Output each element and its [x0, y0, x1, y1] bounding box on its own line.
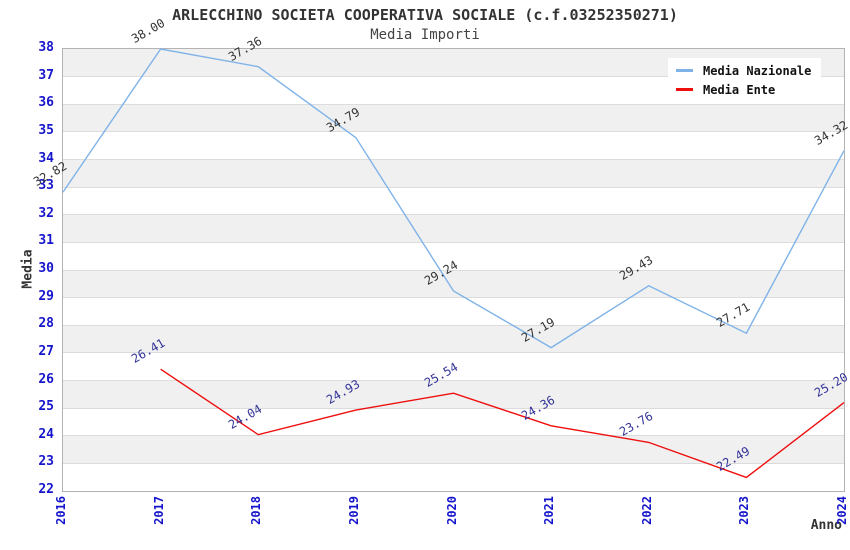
plot-band: [63, 352, 844, 381]
plot-band: [63, 104, 844, 132]
y-tick-label: 30: [38, 261, 54, 276]
y-tick-label: 28: [38, 316, 54, 332]
gridline: [63, 159, 844, 160]
gridline: [63, 214, 844, 216]
y-tick-label: 27: [38, 343, 54, 359]
plot-band: [63, 408, 844, 436]
plot-band: [63, 270, 844, 298]
y-tick-label: 31: [38, 233, 54, 249]
gridline: [63, 269, 844, 271]
plot-band: [63, 242, 844, 270]
plot-band: [63, 131, 844, 160]
line-series-svg: [62, 48, 845, 479]
plot-area: [62, 48, 845, 492]
gridline: [63, 297, 844, 299]
gridline: [63, 241, 844, 243]
x-tick-label: 2017: [151, 496, 166, 525]
gridline: [63, 435, 844, 437]
legend-label: Media Ente: [703, 82, 776, 97]
y-tick-label: 24: [38, 426, 54, 442]
y-tick-label: 34: [38, 150, 54, 166]
plot-band: [63, 380, 844, 409]
plot-band: [63, 463, 844, 491]
gridline: [63, 103, 844, 105]
x-axis-title: Anno: [810, 518, 842, 533]
y-tick-label: 22: [38, 482, 54, 497]
legend-label: Media Nazionale: [703, 63, 812, 78]
gridline: [63, 352, 844, 354]
plot-band: [63, 187, 844, 215]
gridline: [63, 186, 844, 188]
plot-band: [63, 435, 844, 464]
x-tick-label: 2019: [346, 496, 361, 525]
legend-swatch-red-line-icon: [676, 88, 693, 91]
plot-band: [63, 159, 844, 188]
legend-swatch-blue-line-icon: [676, 69, 693, 72]
chart-subtitle: Media Importi: [370, 27, 480, 43]
y-tick-label: 32: [38, 205, 54, 221]
gridline: [63, 131, 844, 133]
x-tick-label: 2022: [639, 496, 654, 525]
y-tick-label: 33: [38, 178, 54, 194]
gridline: [63, 324, 844, 326]
legend-item-media-nazionale: Media Nazionale: [676, 61, 811, 80]
x-tick-label: 2016: [54, 496, 68, 525]
y-tick-label: 38: [38, 40, 54, 55]
x-tick-label: 2020: [444, 496, 459, 525]
y-tick-label: 37: [38, 67, 54, 83]
gridline: [63, 76, 844, 78]
plot-band: [63, 297, 844, 326]
y-tick-label: 23: [38, 454, 54, 470]
y-tick-label: 36: [38, 95, 54, 111]
y-tick-label: 35: [38, 122, 54, 138]
series-line: [62, 48, 845, 349]
plot-band: [63, 325, 844, 353]
y-tick-label: 29: [38, 288, 54, 304]
gridline: [63, 407, 844, 409]
x-tick-label: 2023: [737, 496, 752, 525]
legend-item-media-ente: Media Ente: [676, 80, 811, 99]
y-tick-label: 25: [38, 399, 54, 415]
x-tick-label: 2021: [542, 496, 557, 525]
series-line: [160, 368, 845, 479]
plot-band: [63, 214, 844, 243]
y-tick-label: 26: [38, 371, 54, 387]
x-tick-label: 2018: [249, 496, 264, 525]
gridline: [63, 462, 844, 464]
x-tick-label: 2024: [835, 496, 849, 525]
legend: Media Nazionale Media Ente: [668, 58, 822, 102]
chart-title: ARLECCHINO SOCIETA COOPERATIVA SOCIALE (…: [172, 6, 678, 24]
gridline: [63, 380, 844, 381]
